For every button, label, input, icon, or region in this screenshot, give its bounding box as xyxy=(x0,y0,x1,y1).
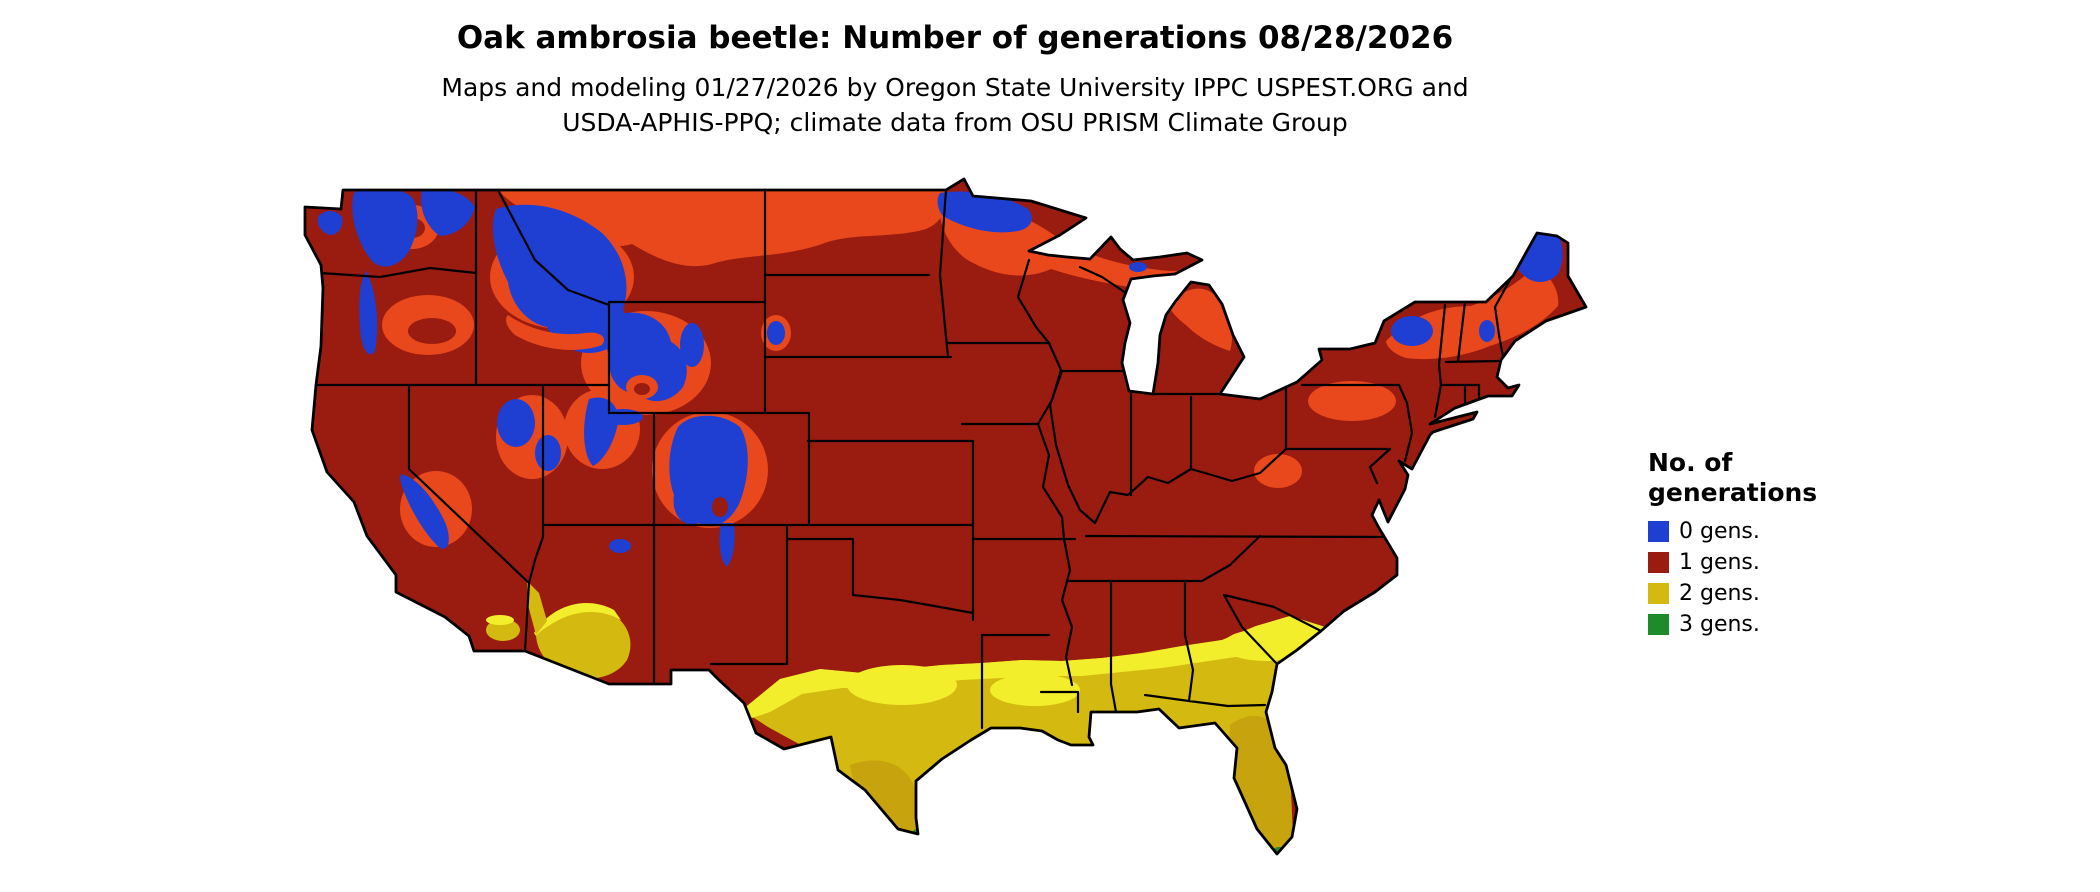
legend-item-3gens: 3 gens. xyxy=(1648,612,1858,637)
region-2gens xyxy=(536,606,631,679)
region-0gens xyxy=(680,323,704,367)
regions-3gens xyxy=(913,829,1285,854)
legend-label-1gens: 1 gens. xyxy=(1679,550,1760,575)
legend-title: No. of generations xyxy=(1648,448,1818,507)
region-0gens xyxy=(767,321,785,345)
header: Oak ambrosia beetle: Number of generatio… xyxy=(0,20,1910,140)
region-0gens xyxy=(352,187,418,267)
region-0gens xyxy=(497,399,535,447)
state-borders xyxy=(314,188,1513,730)
region-0gens xyxy=(1129,262,1147,272)
region-0gens xyxy=(669,415,748,527)
subtitle-line-2: USDA-APHIS-PPQ; climate data from OSU PR… xyxy=(562,107,1348,137)
map-subtitle: Maps and modeling 01/27/2026 by Oregon S… xyxy=(0,71,1910,140)
region-transition xyxy=(1254,454,1302,488)
legend-item-0gens: 0 gens. xyxy=(1648,519,1858,544)
region-2gens-dark xyxy=(850,760,919,833)
region-2gens-bright xyxy=(1223,629,1307,661)
region-1gens xyxy=(712,497,728,517)
region-0gens xyxy=(400,474,449,549)
legend-swatch-3gens xyxy=(1648,614,1669,635)
region-0gens xyxy=(1391,316,1433,346)
region-2gens-bright xyxy=(742,616,1342,718)
region-transition xyxy=(1169,288,1233,351)
region-transition xyxy=(498,190,947,267)
legend-item-1gens: 1 gens. xyxy=(1648,550,1858,575)
legend-swatch-2gens xyxy=(1648,583,1669,604)
region-0gens xyxy=(420,188,475,236)
region-0gens xyxy=(606,312,687,402)
region-0gens xyxy=(535,435,561,471)
legend-label-2gens: 2 gens. xyxy=(1679,581,1760,606)
region-0gens xyxy=(609,539,631,553)
region-2gens-bright xyxy=(990,674,1080,706)
subtitle-line-1: Maps and modeling 01/27/2026 by Oregon S… xyxy=(441,73,1469,103)
region-0gens xyxy=(359,271,378,355)
legend-label-3gens: 3 gens. xyxy=(1679,612,1760,637)
region-2gens-bright xyxy=(534,603,621,636)
region-2gens-bright xyxy=(847,665,957,705)
region-0gens xyxy=(1479,320,1495,342)
legend-item-2gens: 2 gens. xyxy=(1648,581,1858,606)
regions-intermountain-holes xyxy=(506,315,728,517)
legend-items: 0 gens. 1 gens. 2 gens. 3 gens. xyxy=(1648,519,1858,637)
region-transition xyxy=(506,315,605,350)
us-generations-map xyxy=(303,177,1588,856)
legend: No. of generations 0 gens. 1 gens. 2 gen… xyxy=(1648,448,1858,643)
region-0gens xyxy=(317,211,343,235)
us-outline xyxy=(303,177,1588,856)
region-1gens xyxy=(634,383,650,395)
region-1gens xyxy=(408,318,456,344)
region-0gens xyxy=(937,191,1032,233)
legend-label-0gens: 0 gens. xyxy=(1679,519,1760,544)
region-2gens-bright xyxy=(486,615,514,625)
region-transition xyxy=(1308,381,1396,421)
legend-swatch-0gens xyxy=(1648,521,1669,542)
page-title: Oak ambrosia beetle: Number of generatio… xyxy=(456,20,1454,56)
map-container xyxy=(290,165,1610,892)
region-1gens-base xyxy=(305,179,1586,854)
legend-swatch-1gens xyxy=(1648,552,1669,573)
region-2gens xyxy=(527,581,547,635)
region-0gens xyxy=(719,523,735,567)
